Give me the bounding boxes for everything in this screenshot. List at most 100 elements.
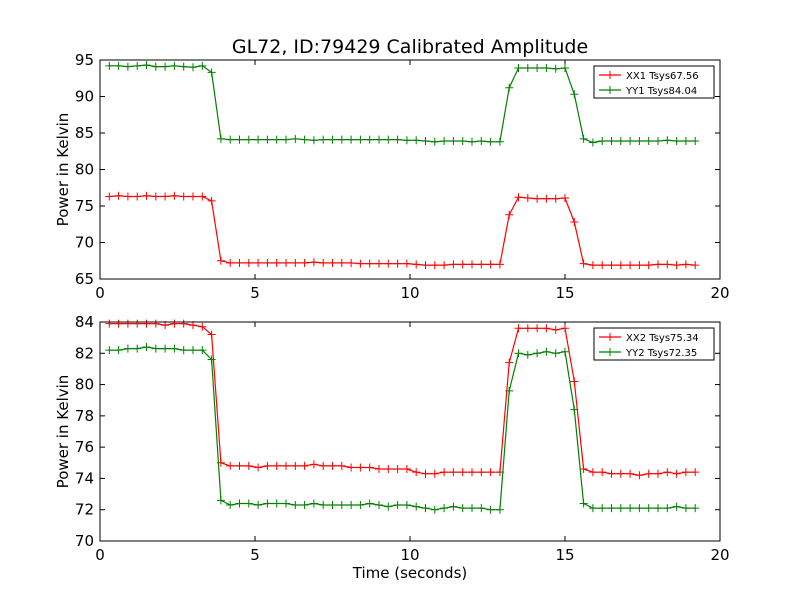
- data-point: [412, 136, 421, 145]
- y-tick-label: 70: [75, 532, 94, 550]
- data-point: [291, 134, 300, 143]
- data-point: [356, 135, 365, 144]
- y-tick-label: 95: [75, 51, 94, 69]
- data-point: [458, 468, 467, 477]
- data-point: [328, 258, 337, 267]
- series-1-2: [105, 61, 700, 147]
- data-point: [300, 135, 309, 144]
- data-point: [244, 258, 253, 267]
- y-tick-label: 70: [75, 234, 94, 252]
- data-point: [514, 349, 523, 358]
- data-point: [626, 261, 635, 270]
- data-point: [142, 61, 151, 70]
- data-point: [449, 260, 458, 269]
- x-tick-label: 10: [400, 284, 419, 302]
- data-point: [263, 499, 272, 508]
- data-point: [486, 468, 495, 477]
- data-point: [402, 259, 411, 268]
- data-point: [235, 258, 244, 267]
- data-point: [561, 324, 569, 333]
- chart-panel-1: 0 5 10 15 20 65 70 75 80 85 90 95 Power in Kelvin XX1…: [54, 51, 730, 302]
- data-point: [216, 134, 225, 143]
- data-point: [291, 258, 300, 267]
- data-point: [607, 469, 616, 478]
- plot-frame: [99, 321, 721, 542]
- data-point: [495, 505, 504, 514]
- data-point: [672, 469, 681, 478]
- y-tick-label: 75: [75, 197, 94, 215]
- data-point: [505, 358, 514, 367]
- data-point: [226, 501, 235, 510]
- data-point: [105, 346, 114, 355]
- legend-label: XX2 Tsys75.34: [626, 333, 699, 344]
- data-point: [291, 461, 300, 470]
- series-line: [109, 346, 696, 511]
- data-point: [263, 461, 272, 470]
- data-point: [616, 137, 625, 146]
- plot-frame: [99, 59, 721, 280]
- x-tick-label: 20: [710, 546, 729, 564]
- x-tick-label: 10: [400, 546, 419, 564]
- data-point: [616, 261, 625, 270]
- data-point: [179, 62, 188, 71]
- legend-label: YY1 Tsys84.04: [625, 86, 697, 97]
- data-point: [579, 499, 588, 508]
- y-tick-label: 76: [75, 438, 94, 456]
- data-point: [375, 501, 383, 510]
- data-point: [635, 137, 644, 146]
- data-point: [542, 64, 551, 73]
- data-point: [681, 137, 690, 146]
- data-point: [486, 137, 495, 146]
- data-point: [449, 502, 458, 511]
- data-point: [151, 192, 160, 201]
- data-point: [300, 258, 309, 267]
- data-point: [142, 343, 151, 352]
- data-point: [133, 344, 142, 353]
- data-point: [179, 319, 188, 328]
- data-point: [282, 258, 290, 267]
- data-point: [282, 499, 290, 508]
- legend-box: [593, 327, 715, 361]
- data-point: [598, 261, 607, 270]
- data-point: [514, 324, 523, 333]
- data-point: [198, 192, 207, 201]
- y-axis-label: Power in Kelvin: [54, 375, 72, 489]
- data-point: [337, 501, 346, 510]
- data-point: [570, 377, 579, 386]
- data-point: [681, 260, 690, 269]
- y-tick-label: 72: [75, 501, 94, 519]
- data-point: [430, 469, 439, 478]
- legend-marker: [606, 333, 614, 341]
- data-point: [142, 319, 151, 328]
- data-point: [486, 260, 495, 269]
- data-point: [477, 260, 486, 269]
- data-point: [254, 501, 263, 510]
- plot-panels: 0 5 10 15 20 65 70 75 80 85 90 95 Power in Kelvin XX1…: [54, 51, 730, 582]
- data-point: [393, 465, 402, 474]
- data-point: [170, 344, 179, 353]
- data-point: [654, 137, 662, 146]
- data-point: [449, 468, 458, 477]
- data-point: [198, 61, 207, 70]
- data-point: [105, 61, 114, 70]
- data-point: [384, 502, 393, 511]
- data-point: [216, 256, 225, 265]
- data-point: [588, 261, 597, 270]
- data-point: [244, 135, 253, 144]
- x-tick-label: 5: [250, 546, 260, 564]
- data-point: [309, 258, 318, 267]
- series-line: [109, 195, 696, 266]
- data-point: [495, 260, 504, 269]
- data-point: [402, 465, 411, 474]
- data-point: [421, 469, 430, 478]
- data-point: [561, 64, 569, 73]
- data-point: [207, 330, 216, 339]
- data-point: [654, 504, 662, 513]
- legend: XX2 Tsys75.34 YY2 Tsys72.35: [593, 327, 715, 361]
- data-point: [393, 259, 402, 268]
- data-point: [226, 461, 235, 470]
- data-point: [607, 504, 616, 513]
- data-point: [189, 346, 197, 355]
- chart-panel-2: 0 5 10 15 20 70 72 74 76 78 80 82 84 Power in Kelvin T…: [54, 313, 730, 582]
